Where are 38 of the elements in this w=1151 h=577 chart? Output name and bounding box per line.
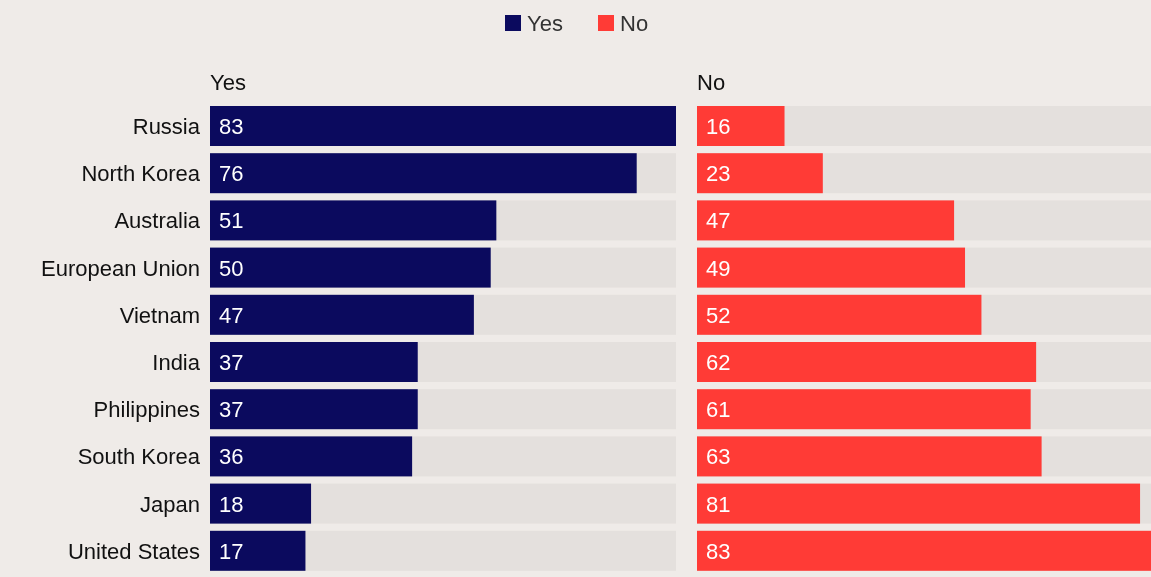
- data-label: 47: [706, 208, 731, 234]
- data-label: 50: [219, 255, 244, 281]
- data-label: 51: [219, 208, 244, 234]
- y-tick-label: India: [152, 350, 201, 375]
- data-label: 36: [219, 444, 244, 470]
- data-label: 81: [706, 491, 731, 517]
- data-label: 17: [219, 538, 244, 564]
- bar: [697, 483, 1141, 524]
- y-tick-label: Australia: [114, 208, 201, 234]
- data-label: 16: [706, 114, 731, 139]
- bar: [210, 530, 306, 571]
- data-label: 62: [706, 350, 731, 375]
- y-tick-label: North Korea: [81, 161, 201, 187]
- bar: [210, 483, 312, 524]
- data-label: 76: [219, 161, 244, 187]
- data-label: 83: [706, 538, 731, 564]
- data-label: 47: [219, 302, 244, 328]
- data-label: 37: [219, 397, 244, 423]
- chart-title: Yes: [210, 70, 246, 95]
- data-label: 18: [219, 491, 244, 517]
- data-label: 49: [706, 255, 731, 281]
- legend-label: Yes: [527, 11, 563, 36]
- data-label: 63: [706, 444, 731, 470]
- data-label: 61: [706, 397, 731, 423]
- y-tick-label: European Union: [40, 255, 200, 281]
- y-tick-label: Philippines: [93, 397, 200, 423]
- data-label: 83: [219, 114, 244, 139]
- y-tick-label: Japan: [140, 491, 200, 517]
- data-label: 37: [219, 350, 244, 375]
- data-label: 52: [706, 302, 731, 328]
- y-tick-label: United States: [67, 538, 200, 564]
- y-tick-label: Vietnam: [119, 302, 200, 328]
- y-tick-label: Russia: [132, 114, 201, 139]
- data-label: 23: [706, 161, 731, 187]
- y-tick-label: South Korea: [77, 444, 201, 470]
- bar: [697, 106, 785, 146]
- chart-title: No: [697, 70, 726, 95]
- legend-label: No: [620, 11, 649, 36]
